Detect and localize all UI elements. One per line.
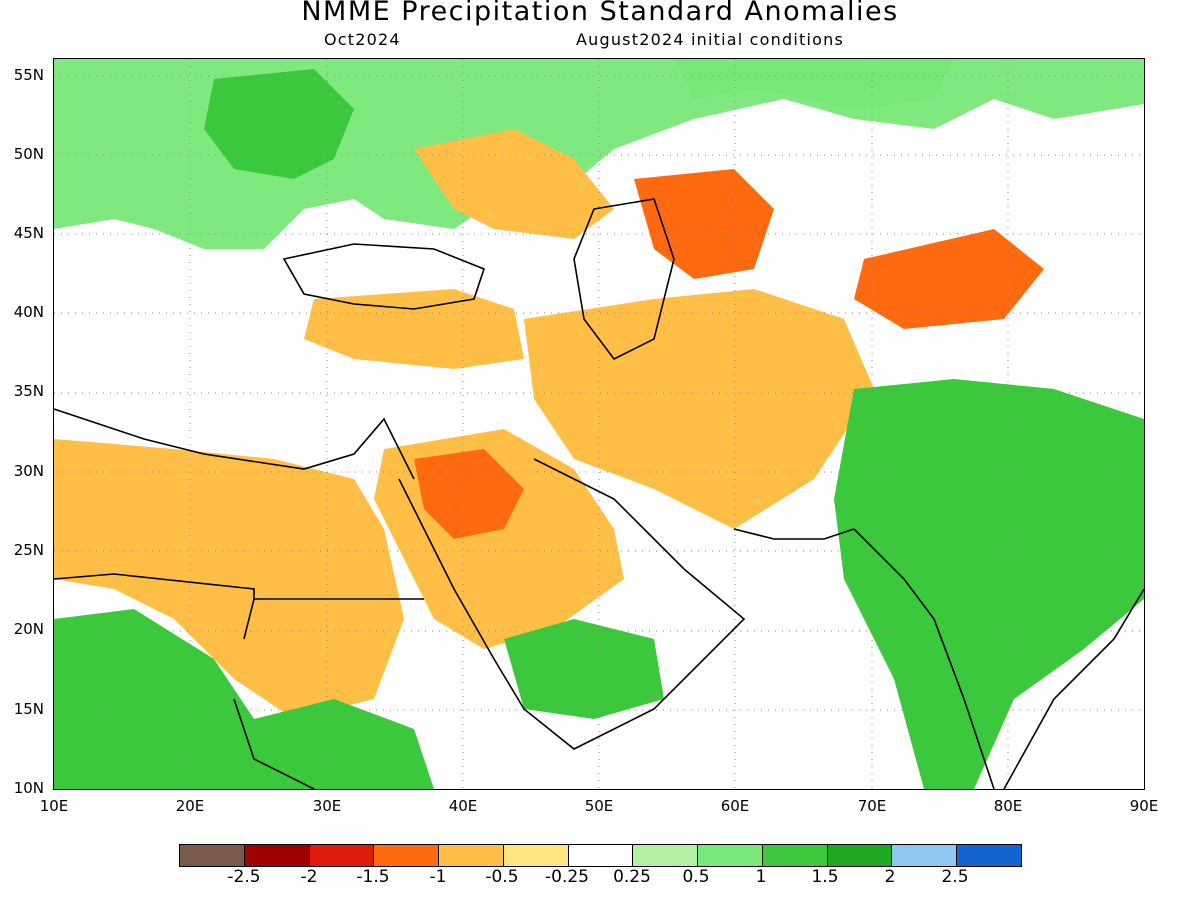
- lon-label-20e: 20E: [175, 797, 205, 815]
- map-region-siberia-wet: [674, 59, 954, 109]
- colorbar-label: 0.25: [613, 867, 651, 887]
- lat-label-25n: 25N: [13, 541, 44, 559]
- lat-label-50n: 50N: [13, 145, 44, 163]
- map-region-turkey-dry: [304, 289, 524, 369]
- lon-label-50e: 50E: [584, 797, 614, 815]
- colorbar-label: -0.5: [485, 867, 519, 887]
- map-region-ukraine-wet: [204, 69, 354, 179]
- map-region-east-africa-wet: [54, 609, 434, 789]
- lon-label-80e: 80E: [993, 797, 1023, 815]
- colorbar: [179, 844, 1022, 867]
- colorbar-swatch: [892, 845, 958, 866]
- colorbar-swatch: [309, 845, 375, 866]
- colorbar-label: -2: [300, 867, 318, 887]
- map-region-iran-afghan-dry: [524, 289, 874, 529]
- lon-label-10e: 10E: [39, 797, 69, 815]
- colorbar-swatch: [633, 845, 699, 866]
- colorbar-label: 1.5: [811, 867, 839, 887]
- colorbar-label: -1: [429, 867, 447, 887]
- lon-label-40e: 40E: [448, 797, 478, 815]
- initial-conditions-label: August2024 initial conditions: [576, 30, 844, 49]
- lat-label-20n: 20N: [13, 620, 44, 638]
- colorbar-label: 2: [884, 867, 896, 887]
- colorbar-swatch: [957, 845, 1021, 866]
- map-region-north-africa-dry: [54, 439, 404, 719]
- lat-label-30n: 30N: [13, 462, 44, 480]
- colorbar-swatch: [762, 845, 828, 866]
- map-region-caspian-north-dry: [634, 169, 774, 279]
- map-region-russia-steppe-dry: [414, 129, 614, 239]
- anomaly-map: [54, 59, 1144, 789]
- colorbar-swatch: [827, 845, 893, 866]
- colorbar-swatch: [439, 845, 504, 866]
- colorbar-label: -2.5: [227, 867, 261, 887]
- lat-label-45n: 45N: [13, 224, 44, 242]
- colorbar-label: 2.5: [941, 867, 969, 887]
- target-month-label: Oct2024: [324, 30, 401, 49]
- coastlines: [54, 198, 1144, 789]
- colorbar-label: 1: [755, 867, 767, 887]
- lat-label-15n: 15N: [13, 700, 44, 718]
- lat-label-40n: 40N: [13, 303, 44, 321]
- anomaly-map-svg: [54, 59, 1144, 789]
- colorbar-swatch: [568, 845, 634, 866]
- lat-label-55n: 55N: [13, 66, 44, 84]
- map-region-india-wet: [834, 379, 1144, 789]
- lon-label-70e: 70E: [857, 797, 887, 815]
- map-gridlines: [54, 59, 1144, 789]
- lon-label-30e: 30E: [312, 797, 342, 815]
- colorbar-label: -0.25: [545, 867, 589, 887]
- map-region-yemen-wet: [504, 619, 664, 719]
- lat-label-10n: 10N: [13, 779, 44, 797]
- map-region-arabia-core-dry: [414, 449, 524, 539]
- map-region-tien-shan-dry: [854, 229, 1044, 329]
- lon-label-90e: 90E: [1129, 797, 1159, 815]
- colorbar-swatch: [180, 845, 245, 866]
- colorbar-label: 0.5: [682, 867, 710, 887]
- lon-label-60e: 60E: [720, 797, 750, 815]
- lat-label-35n: 35N: [13, 382, 44, 400]
- colorbar-swatch: [698, 845, 763, 866]
- colorbar-swatch: [374, 845, 440, 866]
- colorbar-swatch: [503, 845, 569, 866]
- map-title: NMME Precipitation Standard Anomalies: [301, 0, 899, 27]
- colorbar-label: -1.5: [356, 867, 390, 887]
- colorbar-swatch: [244, 845, 310, 866]
